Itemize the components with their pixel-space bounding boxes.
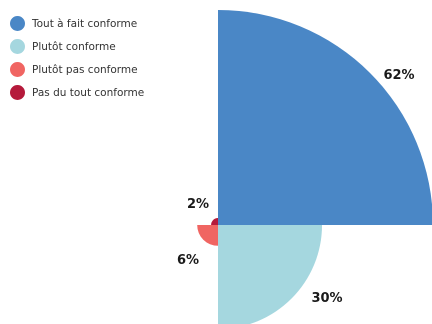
chart-slices [197, 10, 432, 324]
legend-label: Pas du tout conforme [32, 86, 145, 99]
data-label-tout-a-fait-conforme: 62% [383, 68, 414, 83]
legend-label: Tout à fait conforme [32, 17, 138, 30]
data-label-plutot-conforme: 30% [311, 291, 342, 306]
legend-swatch [10, 39, 25, 54]
slice-pas-du-tout-conforme [211, 218, 218, 225]
legend-swatch [10, 16, 25, 31]
chart-legend: Tout à fait conforme Plutôt conforme Plu… [10, 12, 190, 104]
chart-data-labels: 62% 30% 6% 2% [177, 68, 415, 306]
legend-label: Plutôt pas conforme [32, 63, 138, 76]
legend-item-plutot-conforme: Plutôt conforme [10, 35, 190, 58]
slice-plutot-conforme [218, 225, 323, 324]
slice-plutot-pas-conforme [197, 225, 218, 246]
slice-tout-a-fait-conforme [218, 10, 432, 225]
legend-label: Plutôt conforme [32, 40, 116, 53]
data-label-plutot-pas-conforme: 6% [177, 253, 199, 268]
legend-item-tout-a-fait-conforme: Tout à fait conforme [10, 12, 190, 35]
data-label-pas-du-tout-conforme: 2% [187, 197, 209, 212]
legend-item-plutot-pas-conforme: Plutôt pas conforme [10, 58, 190, 81]
legend-item-pas-du-tout-conforme: Pas du tout conforme [10, 81, 190, 104]
legend-swatch [10, 62, 25, 77]
legend-swatch [10, 85, 25, 100]
